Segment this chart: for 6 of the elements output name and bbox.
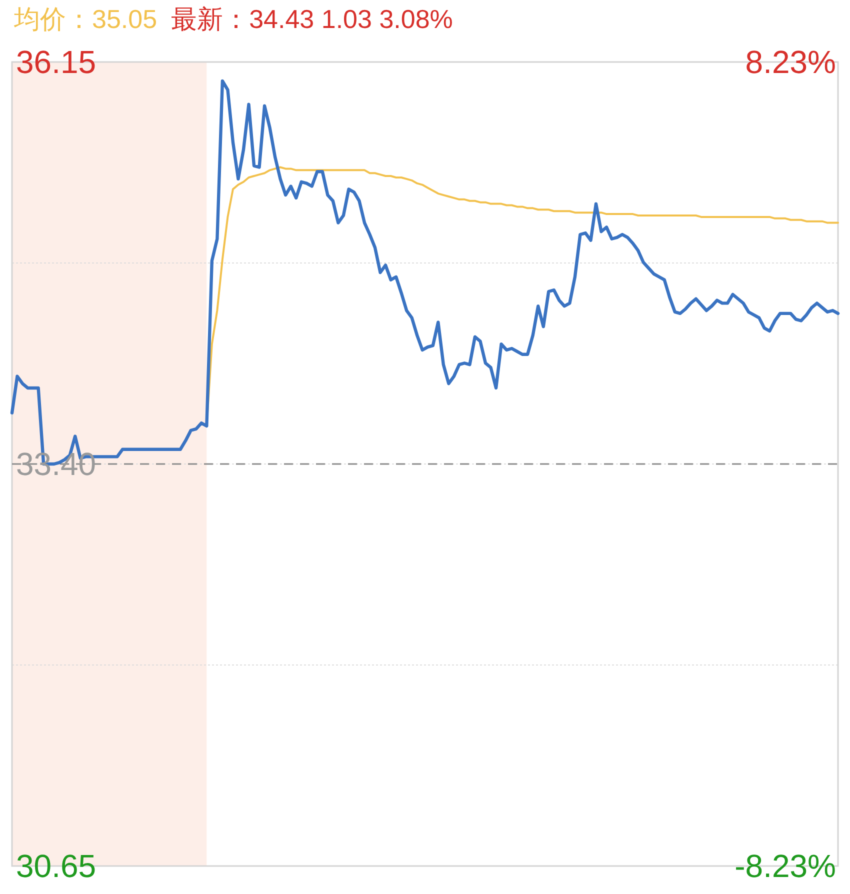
y-tick-label: 36.15 xyxy=(16,44,96,80)
y2-tick-label: 8.23% xyxy=(745,44,836,80)
text: 均价：35.05 xyxy=(13,4,158,34)
text: 最新：34.43 1.03 3.08% xyxy=(171,4,453,34)
y-tick-label: 30.65 xyxy=(16,848,96,884)
y2-tick-label: -8.23% xyxy=(734,848,836,884)
